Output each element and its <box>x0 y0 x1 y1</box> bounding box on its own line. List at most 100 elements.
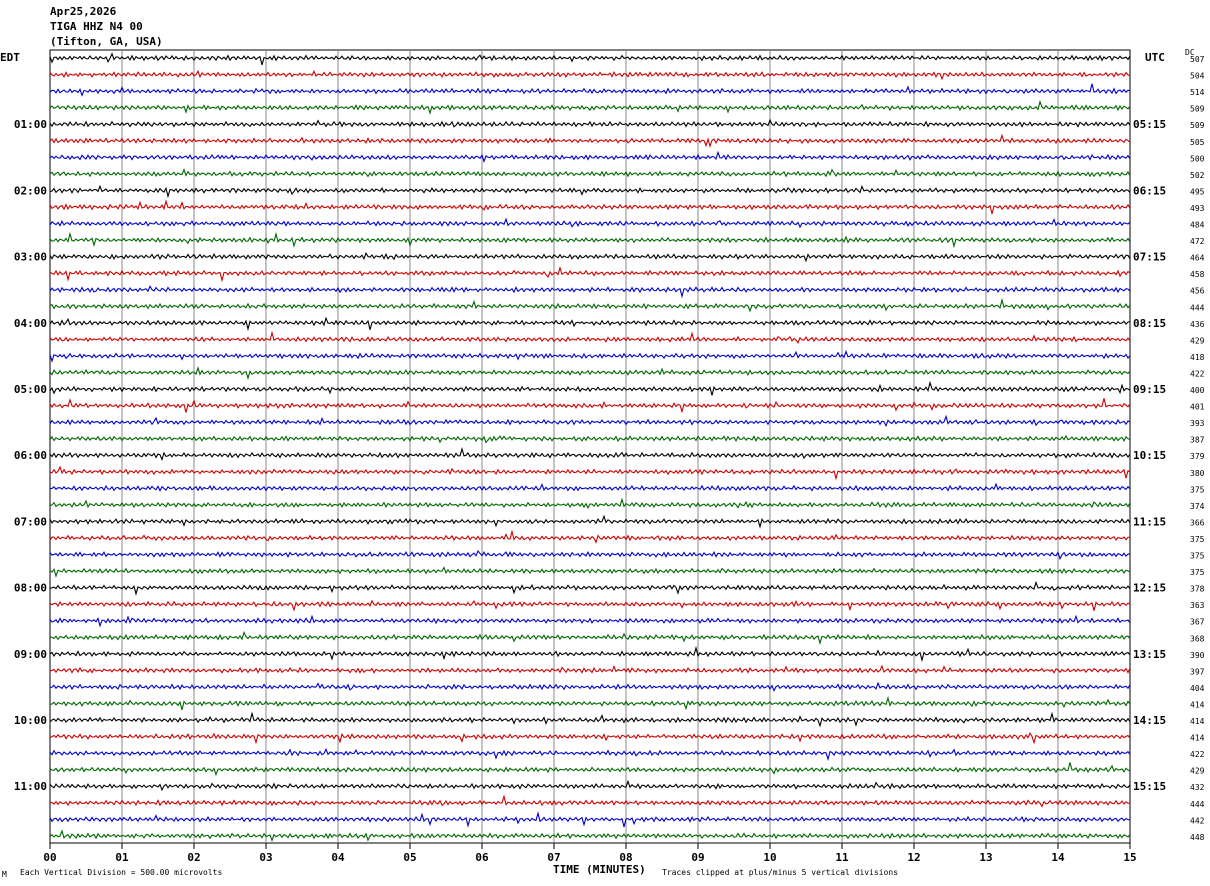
x-tick-label: 14 <box>1051 851 1065 864</box>
dc-offset-label: 509 <box>1190 121 1205 130</box>
dc-offset-label: 456 <box>1190 287 1205 296</box>
trace-line <box>49 52 1131 66</box>
dc-offset-label: 495 <box>1190 187 1205 196</box>
x-tick-label: 01 <box>115 851 129 864</box>
trace-line <box>49 829 1131 843</box>
date-label: Apr25,2026 <box>50 5 117 18</box>
dc-offset-label: 493 <box>1190 204 1205 213</box>
right-hour-label: 09:15 <box>1133 383 1166 396</box>
dc-offset-label: 387 <box>1190 436 1205 445</box>
trace-line <box>49 695 1131 711</box>
trace-line <box>49 779 1131 792</box>
trace-line <box>49 794 1131 808</box>
trace-line <box>49 497 1131 510</box>
right-hour-label: 05:15 <box>1133 118 1166 131</box>
trace-line <box>49 184 1131 199</box>
trace-line <box>49 465 1131 481</box>
dc-offset-label: 378 <box>1190 585 1205 594</box>
dc-offset-label: 375 <box>1190 535 1205 544</box>
left-hour-label: 10:00 <box>14 714 47 727</box>
dc-offset-label: 367 <box>1190 618 1205 627</box>
dc-offset-label: 509 <box>1190 105 1205 114</box>
dc-offset-label: 393 <box>1190 419 1205 428</box>
trace-line <box>49 434 1131 444</box>
trace-line <box>49 199 1131 215</box>
trace-line <box>49 482 1131 492</box>
x-tick-label: 03 <box>259 851 272 864</box>
trace-line <box>49 380 1131 396</box>
dc-offset-label: 363 <box>1190 601 1205 610</box>
x-tick-label: 08 <box>619 851 632 864</box>
right-hour-label: 08:15 <box>1133 317 1166 330</box>
x-tick-label: 04 <box>331 851 345 864</box>
trace-line <box>49 366 1131 380</box>
dc-offset-label: 484 <box>1190 221 1205 230</box>
x-tick-label: 05 <box>403 851 416 864</box>
trace-line <box>49 231 1131 249</box>
dc-offset-label: 442 <box>1190 816 1205 825</box>
trace-line <box>49 566 1131 578</box>
dc-offset-label: 502 <box>1190 171 1205 180</box>
trace-line <box>49 811 1131 828</box>
left-hour-label: 01:00 <box>14 118 47 131</box>
plot-frame <box>49 49 1131 844</box>
left-hour-label: 02:00 <box>14 184 47 197</box>
right-hour-label: 06:15 <box>1133 184 1166 197</box>
chart-traces <box>49 52 1131 843</box>
dc-offset-label: 432 <box>1190 783 1205 792</box>
right-hour-label: 15:15 <box>1133 780 1166 793</box>
trace-line <box>49 83 1131 97</box>
dc-offset-label: 400 <box>1190 386 1205 395</box>
trace-line <box>49 645 1131 663</box>
dc-offset-label: 375 <box>1190 485 1205 494</box>
dc-offset-label: 507 <box>1190 55 1205 64</box>
dc-offset-label: 500 <box>1190 154 1205 163</box>
trace-line <box>49 99 1131 115</box>
dc-offset-label: 401 <box>1190 403 1205 412</box>
trace-line <box>49 316 1131 332</box>
right-hour-label: 10:15 <box>1133 449 1166 462</box>
dc-offset-label: 429 <box>1190 336 1205 345</box>
chart-labels: 00 01 02 03 04 05 06 07 08 09 10 11 12 13 14 15 507 504 51… <box>0 48 1205 864</box>
left-hour-label: 03:00 <box>14 251 47 264</box>
trace-line <box>49 118 1131 128</box>
x-tick-label: 00 <box>43 851 56 864</box>
dc-offset-label: 414 <box>1190 700 1205 709</box>
dc-offset-label: 444 <box>1190 800 1205 809</box>
dc-offset-label: 366 <box>1190 518 1205 527</box>
dc-offset-label: 472 <box>1190 237 1205 246</box>
scale-note: Each Vertical Division = 500.00 microvol… <box>20 868 223 877</box>
x-tick-label: 06 <box>475 851 489 864</box>
dc-offset-label: 429 <box>1190 767 1205 776</box>
x-axis-title: TIME (MINUTES) <box>553 863 646 876</box>
trace-line <box>49 168 1131 178</box>
right-hour-label: 14:15 <box>1133 714 1166 727</box>
dc-offset-label: 390 <box>1190 651 1205 660</box>
trace-line <box>49 150 1131 164</box>
station-label: TIGA HHZ N4 00 <box>50 20 143 33</box>
trace-line <box>49 414 1131 428</box>
trace-line <box>49 599 1131 612</box>
trace-line <box>49 349 1131 363</box>
dc-offset-label: 505 <box>1190 138 1205 147</box>
x-tick-label: 12 <box>907 851 920 864</box>
dc-offset-label: 380 <box>1190 469 1205 478</box>
trace-line <box>49 69 1131 81</box>
dc-offset-label: 418 <box>1190 353 1205 362</box>
x-tick-label: 07 <box>547 851 560 864</box>
dc-offset-label: 397 <box>1190 667 1205 676</box>
left-hour-label: 06:00 <box>14 449 47 462</box>
right-timezone-label: UTC <box>1145 51 1165 64</box>
chart-grid <box>49 49 1131 849</box>
trace-line <box>49 529 1131 544</box>
dc-offset-label: 422 <box>1190 750 1205 759</box>
dc-offset-label: 404 <box>1190 684 1205 693</box>
left-hour-label: 05:00 <box>14 383 47 396</box>
dc-offset-label: 422 <box>1190 369 1205 378</box>
dc-offset-label: 448 <box>1190 833 1205 842</box>
dc-offset-label: 514 <box>1190 88 1205 97</box>
trace-line <box>49 398 1131 414</box>
x-tick-label: 10 <box>763 851 776 864</box>
trace-line <box>49 133 1131 148</box>
